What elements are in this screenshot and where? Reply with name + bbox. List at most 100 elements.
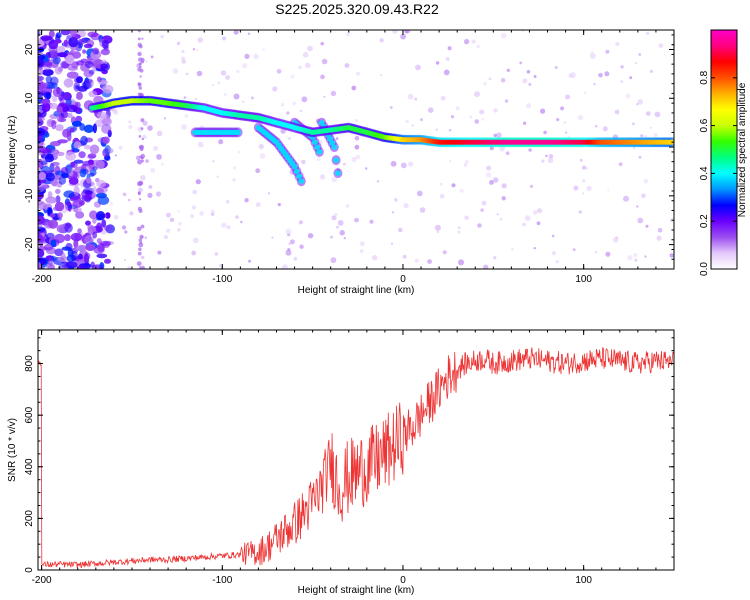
spectrogram-speckle bbox=[233, 30, 239, 35]
spectrogram-noise-blob bbox=[101, 39, 109, 50]
spectrogram-speckle bbox=[337, 220, 344, 226]
spectrogram-noise-blob bbox=[38, 257, 47, 266]
spectrogram-noise-blob bbox=[38, 75, 45, 82]
spectrogram-speckle bbox=[216, 175, 219, 178]
colorbar-frame bbox=[710, 29, 738, 270]
spectrogram-noise-blob bbox=[51, 95, 58, 103]
spectrogram-speckle bbox=[156, 154, 162, 160]
spectrogram-speckle bbox=[560, 106, 565, 111]
spectrogram-noise-blob bbox=[73, 82, 81, 92]
spectrogram-noise-blob bbox=[103, 155, 111, 161]
spectrogram-speckle bbox=[390, 160, 397, 167]
spectrogram-speckle bbox=[563, 121, 567, 124]
spectrogram-noise-blob bbox=[99, 240, 112, 247]
spectrogram-speckle bbox=[407, 161, 414, 167]
spectrogram-speckle bbox=[137, 251, 142, 256]
spectrogram-noise-blob bbox=[90, 32, 101, 41]
spectrogram-speckle bbox=[271, 236, 274, 239]
spectrogram-secondary-ridge-core bbox=[333, 157, 340, 163]
spectrogram-noise-blob bbox=[79, 38, 87, 45]
spectrogram-speckle bbox=[447, 46, 452, 51]
spectrogram-speckle bbox=[128, 120, 132, 124]
spectrogram-speckle bbox=[657, 227, 663, 233]
spectrogram-speckle bbox=[247, 32, 251, 35]
spectrogram-speckle bbox=[631, 122, 635, 126]
spectrogram-noise-blob bbox=[38, 116, 45, 122]
spectrogram-noise-blob bbox=[102, 136, 110, 144]
spectrogram-speckle bbox=[623, 195, 629, 202]
spectrogram-speckle bbox=[342, 162, 346, 166]
spectrogram-speckle bbox=[255, 168, 261, 174]
spectrogram-speckle bbox=[344, 63, 350, 68]
spectrogram-speckle bbox=[354, 217, 359, 223]
spectrogram-speckle bbox=[109, 202, 113, 206]
spectrogram-speckle bbox=[493, 108, 498, 113]
spectrogram-speckle bbox=[457, 226, 461, 230]
spectrogram-speckle bbox=[458, 259, 464, 266]
spectrogram-speckle bbox=[316, 157, 321, 162]
spectrogram-noise-blob bbox=[71, 120, 82, 127]
spectrogram-speckle bbox=[419, 207, 426, 213]
spectrogram-speckle bbox=[118, 145, 123, 150]
spectrogram-speckle bbox=[403, 203, 409, 209]
spectrogram-speckle bbox=[416, 190, 423, 197]
spectrogram-speckle bbox=[166, 228, 171, 233]
spectrogram-noise-blob bbox=[73, 239, 79, 249]
spectrogram-speckle bbox=[351, 156, 357, 163]
spectrogram-speckle bbox=[633, 252, 638, 258]
spectrogram-speckle bbox=[212, 160, 215, 163]
spectrogram-speckle bbox=[634, 258, 638, 262]
spectrogram-noise-blob bbox=[61, 261, 69, 269]
spectrogram-speckle bbox=[144, 236, 148, 240]
spectrogram-speckle bbox=[435, 128, 438, 131]
spectrogram-noise-blob bbox=[67, 265, 74, 269]
spectrogram-speckle bbox=[604, 71, 610, 77]
spectrogram-noise-blob bbox=[103, 225, 112, 231]
spectrogram-speckle bbox=[654, 111, 661, 118]
spectrogram-noise-blob bbox=[55, 46, 66, 54]
spectrogram-noise-blob bbox=[82, 187, 95, 195]
spectrogram-speckle bbox=[391, 211, 395, 214]
spectrogram-noise-blob bbox=[83, 79, 93, 84]
spectrogram-speckle bbox=[330, 257, 337, 264]
spectrogram-speckle bbox=[501, 183, 507, 189]
spectrogram-speckle bbox=[211, 212, 215, 216]
spectrogram-speckle bbox=[640, 134, 644, 138]
spectrogram-speckle bbox=[602, 126, 608, 132]
spectrogram-speckle bbox=[598, 72, 603, 78]
spectrogram-speckle bbox=[301, 159, 306, 165]
spectrogram-speckle bbox=[255, 202, 261, 208]
spectrogram-speckle bbox=[394, 198, 398, 202]
spectrogram-noise-blob bbox=[63, 190, 75, 198]
spectrogram-speckle bbox=[483, 264, 489, 269]
colorbar-tick-label: 0.0 bbox=[699, 262, 710, 276]
spectrogram-noise-blob bbox=[44, 61, 53, 67]
spectrogram-speckle bbox=[496, 132, 502, 138]
spectrogram-noise-blob bbox=[92, 166, 98, 171]
spectrogram-noise-blob bbox=[38, 226, 46, 232]
spectrogram-noise-blob bbox=[40, 35, 53, 41]
spectrogram-noise-blob bbox=[92, 231, 98, 239]
spectrogram-x-tick-label: 0 bbox=[400, 274, 406, 285]
spectrogram-noise-blob bbox=[69, 30, 77, 37]
spectrogram-noise-blob bbox=[95, 187, 104, 194]
spectrogram-speckle bbox=[192, 189, 197, 195]
spectrogram-noise-blob bbox=[61, 92, 72, 101]
spectrogram-speckle bbox=[285, 228, 292, 235]
spectrogram-y-tick-label: 20 bbox=[24, 44, 35, 56]
spectrogram-speckle bbox=[199, 211, 204, 216]
spectrogram-speckle bbox=[645, 31, 650, 35]
spectrogram-speckle bbox=[153, 146, 158, 151]
spectrogram-noise-blob bbox=[77, 228, 82, 234]
spectrogram-speckle bbox=[301, 96, 308, 103]
spectrogram-noise-blob bbox=[71, 254, 77, 262]
spectrogram-speckle bbox=[176, 41, 181, 46]
spectrogram-speckle bbox=[221, 222, 227, 228]
spectrogram-speckle bbox=[226, 225, 231, 230]
spectrogram-noise-blob bbox=[55, 124, 64, 132]
spectrogram-speckle bbox=[163, 234, 168, 240]
snr-x-ticks: -200 -100 0 100 bbox=[32, 330, 675, 586]
spectrogram-speckle bbox=[595, 125, 598, 128]
spectrogram-speckle bbox=[137, 206, 142, 211]
